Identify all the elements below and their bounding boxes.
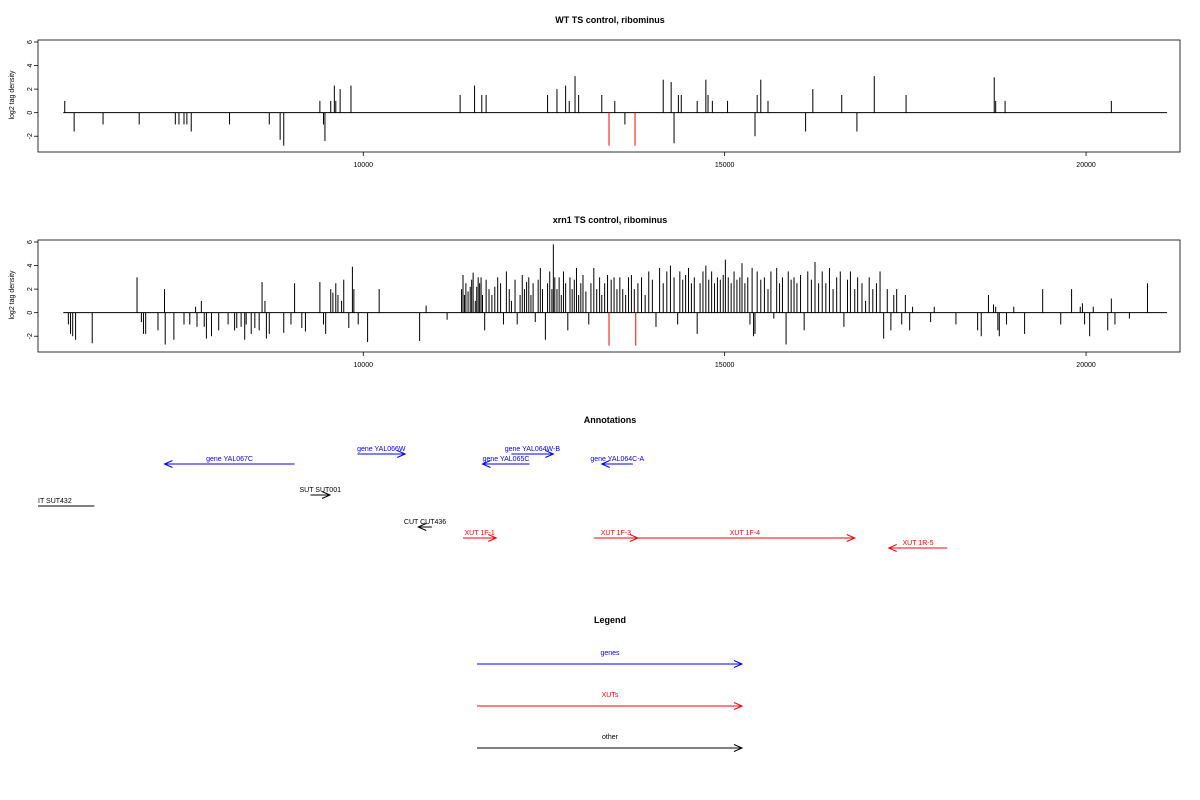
annotation-label: gene YAL066W bbox=[357, 446, 406, 453]
y-tick-label: 0 bbox=[27, 311, 34, 315]
annotation-label: gene YAL064W-B bbox=[505, 446, 561, 453]
x-tick-label: 10000 bbox=[354, 362, 374, 369]
xrn1-axis-ticks: -2 0 2 4 6 10000 15000 20000 bbox=[27, 240, 1096, 369]
legend-entry: XUTs bbox=[477, 692, 744, 710]
y-tick-label: -2 bbox=[27, 133, 34, 139]
wt-y-axis-label: log2 tag density bbox=[9, 70, 16, 120]
legend-panel: Legend genes XUTs other bbox=[477, 615, 744, 752]
arrowhead-right-icon bbox=[396, 450, 407, 458]
annotation-label: gene YAL065C bbox=[483, 456, 530, 463]
x-tick-label: 15000 bbox=[715, 362, 735, 369]
y-tick-label: 2 bbox=[27, 87, 34, 91]
annotation-feature: gene YAL066W bbox=[357, 446, 407, 458]
xrn1-plot-frame bbox=[37, 239, 1181, 353]
annotation-tracks: gene YAL067C gene YAL066W gene YAL064W-B ge… bbox=[38, 446, 948, 552]
y-tick-label: 6 bbox=[27, 40, 34, 44]
annotation-feature: gene YAL067C bbox=[163, 456, 295, 468]
xrn1-panel-title: xrn1 TS control, ribominus bbox=[553, 215, 668, 225]
annotations-title: Annotations bbox=[584, 415, 637, 425]
annotation-feature: gene YAL064C-A bbox=[590, 456, 645, 468]
arrowhead-right-icon bbox=[545, 450, 555, 458]
x-tick-label: 20000 bbox=[1076, 362, 1096, 369]
annotation-feature: gene YAL065C bbox=[481, 456, 530, 468]
annotation-feature: SUT SUT001 bbox=[299, 487, 341, 499]
annotation-label: XUT 1F-3 bbox=[601, 530, 631, 537]
legend-entry: genes bbox=[477, 650, 744, 668]
arrowhead-left-icon bbox=[416, 523, 427, 531]
wt-density-panel: WT TS control, ribominus log2 tag densit… bbox=[9, 15, 1181, 169]
annotation-feature: XUT 1F-3 bbox=[593, 530, 640, 542]
legend-label: other bbox=[602, 734, 619, 741]
xrn1-y-axis-label: log2 tag density bbox=[9, 270, 16, 320]
annotation-label: IT SUT432 bbox=[38, 498, 72, 505]
annotation-feature: XUT 1F-1 bbox=[462, 530, 498, 542]
x-tick-label: 15000 bbox=[715, 162, 735, 169]
legend-label: XUTs bbox=[602, 692, 619, 699]
xrn1-density-bars bbox=[63, 244, 1167, 346]
arrowhead-right-icon bbox=[488, 534, 498, 542]
x-tick-label: 20000 bbox=[1076, 162, 1096, 169]
annotation-label: gene YAL064C-A bbox=[590, 456, 644, 463]
y-tick-label: 4 bbox=[27, 264, 34, 268]
y-tick-label: -2 bbox=[27, 333, 34, 339]
arrowhead-right-icon bbox=[733, 660, 744, 668]
arrowhead-left-icon bbox=[163, 460, 173, 468]
wt-density-bars bbox=[63, 76, 1167, 146]
legend-label: genes bbox=[600, 650, 620, 657]
x-tick-label: 10000 bbox=[354, 162, 374, 169]
annotation-label: XUT 1F-1 bbox=[465, 530, 495, 537]
annotation-feature: XUT 1F-4 bbox=[635, 530, 856, 542]
annotation-label: gene YAL067C bbox=[206, 456, 253, 463]
annotation-feature: CUT CUT436 bbox=[404, 519, 446, 531]
annotation-feature: gene YAL064W-B bbox=[505, 446, 561, 458]
y-tick-label: 2 bbox=[27, 287, 34, 291]
legend-title: Legend bbox=[594, 615, 626, 625]
annotation-label: XUT 1R-5 bbox=[902, 540, 933, 547]
annotation-label: CUT CUT436 bbox=[404, 519, 446, 526]
arrowhead-right-icon bbox=[846, 534, 856, 542]
y-tick-label: 4 bbox=[27, 64, 34, 68]
y-tick-label: 0 bbox=[27, 111, 34, 115]
annotation-label: SUT SUT001 bbox=[299, 487, 341, 494]
arrowhead-left-icon bbox=[887, 544, 897, 552]
xrn1-density-panel: xrn1 TS control, ribominus log2 tag dens… bbox=[9, 215, 1181, 369]
y-tick-label: 6 bbox=[27, 240, 34, 244]
legend-entries: genes XUTs other bbox=[477, 650, 744, 752]
arrowhead-left-icon bbox=[600, 460, 610, 468]
arrowhead-right-icon bbox=[733, 702, 744, 710]
legend-entry: other bbox=[477, 734, 744, 752]
arrowhead-right-icon bbox=[733, 744, 744, 752]
wt-panel-title: WT TS control, ribominus bbox=[555, 15, 665, 25]
annotation-feature: IT SUT432 bbox=[38, 498, 95, 507]
wt-plot-frame bbox=[37, 39, 1181, 153]
annotation-label: XUT 1F-4 bbox=[730, 530, 760, 537]
arrowhead-right-icon bbox=[321, 491, 332, 499]
arrowhead-left-icon bbox=[481, 460, 491, 468]
annotation-feature: XUT 1R-5 bbox=[887, 540, 948, 552]
wt-axis-ticks: -2 0 2 4 6 10000 15000 20000 bbox=[27, 40, 1096, 169]
